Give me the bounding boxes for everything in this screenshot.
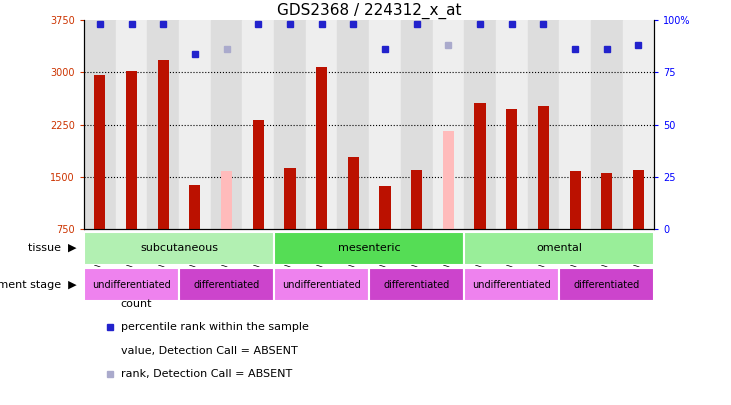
Text: undifferentiated: undifferentiated (472, 279, 551, 290)
Bar (623, 20, 654, 229)
Bar (633, 170, 644, 229)
Bar (189, 185, 200, 229)
Bar (559, 20, 591, 229)
Bar (433, 20, 464, 229)
Bar (591, 20, 623, 229)
Bar (126, 71, 137, 229)
Text: undifferentiated: undifferentiated (282, 279, 361, 290)
Bar (401, 20, 433, 229)
Bar (443, 132, 454, 229)
Bar (158, 60, 169, 229)
Bar (464, 268, 559, 301)
Text: undifferentiated: undifferentiated (92, 279, 171, 290)
Text: differentiated: differentiated (194, 279, 260, 290)
Title: GDS2368 / 224312_x_at: GDS2368 / 224312_x_at (277, 3, 461, 19)
Bar (601, 173, 613, 229)
Bar (253, 120, 264, 229)
Bar (369, 20, 401, 229)
Bar (274, 268, 369, 301)
Text: tissue  ▶: tissue ▶ (29, 243, 77, 253)
Text: count: count (121, 299, 152, 309)
Text: differentiated: differentiated (384, 279, 450, 290)
Bar (221, 171, 232, 229)
Bar (369, 268, 464, 301)
Text: development stage  ▶: development stage ▶ (0, 279, 77, 290)
Bar (306, 20, 338, 229)
Bar (348, 156, 359, 229)
Bar (243, 20, 274, 229)
Bar (148, 20, 179, 229)
Bar (179, 20, 211, 229)
Bar (559, 268, 654, 301)
Bar (179, 268, 274, 301)
Bar (496, 20, 528, 229)
Text: rank, Detection Call = ABSENT: rank, Detection Call = ABSENT (121, 369, 292, 379)
Bar (528, 20, 559, 229)
Text: mesenteric: mesenteric (338, 243, 401, 253)
Bar (316, 67, 327, 229)
Bar (84, 20, 115, 229)
Bar (379, 186, 390, 229)
Bar (464, 20, 496, 229)
Bar (411, 170, 423, 229)
Bar (338, 20, 369, 229)
Bar (84, 268, 179, 301)
Text: subcutaneous: subcutaneous (140, 243, 218, 253)
Bar (464, 232, 654, 264)
Bar (506, 109, 518, 229)
Bar (84, 232, 274, 264)
Bar (569, 171, 580, 229)
Bar (538, 106, 549, 229)
Text: omental: omental (537, 243, 582, 253)
Bar (211, 20, 243, 229)
Bar (115, 20, 148, 229)
Bar (94, 75, 105, 229)
Text: differentiated: differentiated (574, 279, 640, 290)
Text: percentile rank within the sample: percentile rank within the sample (121, 322, 308, 332)
Bar (284, 168, 295, 229)
Bar (474, 103, 485, 229)
Bar (274, 232, 464, 264)
Bar (274, 20, 306, 229)
Text: value, Detection Call = ABSENT: value, Detection Call = ABSENT (121, 346, 298, 356)
